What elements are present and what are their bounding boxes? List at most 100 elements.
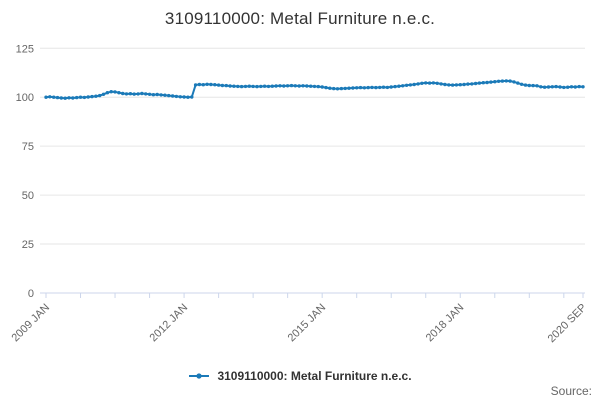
series-point[interactable] (274, 84, 278, 88)
series-point[interactable] (232, 84, 236, 88)
series-point[interactable] (546, 85, 551, 89)
series-point[interactable] (496, 79, 501, 84)
series-point[interactable] (324, 85, 328, 90)
series-point[interactable] (52, 95, 56, 99)
series-point[interactable] (121, 91, 125, 96)
series-point[interactable] (113, 90, 117, 94)
series-point[interactable] (347, 86, 351, 90)
series-point[interactable] (193, 83, 198, 87)
series-point[interactable] (519, 82, 524, 87)
series-point[interactable] (144, 92, 148, 96)
series-point[interactable] (542, 85, 547, 89)
series-point[interactable] (216, 83, 221, 87)
series-point[interactable] (527, 83, 531, 88)
series-point[interactable] (316, 84, 320, 89)
series-point[interactable] (512, 80, 516, 84)
series-point[interactable] (558, 85, 562, 89)
series-point[interactable] (159, 93, 163, 97)
series-point[interactable] (401, 84, 405, 88)
series-point[interactable] (297, 84, 301, 88)
series-point[interactable] (251, 84, 255, 89)
series-point[interactable] (320, 85, 324, 89)
series-point[interactable] (458, 83, 462, 87)
series-point[interactable] (155, 92, 159, 97)
series-point[interactable] (397, 84, 401, 88)
series-point[interactable] (262, 84, 267, 88)
series-point[interactable] (470, 82, 474, 86)
series-point[interactable] (63, 96, 67, 100)
series-point[interactable] (431, 81, 436, 85)
series-point[interactable] (412, 82, 416, 87)
series-point[interactable] (174, 94, 179, 99)
series-point[interactable] (48, 95, 52, 99)
series-point[interactable] (358, 85, 363, 90)
series-point[interactable] (236, 84, 240, 89)
series-point[interactable] (554, 84, 558, 89)
series-point[interactable] (454, 83, 459, 87)
series-point[interactable] (481, 81, 485, 85)
series-point[interactable] (447, 83, 451, 87)
series-point[interactable] (293, 84, 297, 88)
series-point[interactable] (55, 95, 60, 100)
series-point[interactable] (98, 93, 102, 98)
series-point[interactable] (147, 92, 152, 97)
series-point[interactable] (393, 84, 397, 89)
series-point[interactable] (220, 83, 225, 88)
series-point[interactable] (535, 84, 539, 88)
series-point[interactable] (266, 84, 271, 89)
series-point[interactable] (489, 80, 493, 84)
series-point[interactable] (136, 92, 140, 96)
series-point[interactable] (117, 91, 121, 95)
series-point[interactable] (278, 84, 282, 88)
series-point[interactable] (573, 85, 577, 89)
series-point[interactable] (178, 95, 182, 99)
series-point[interactable] (355, 86, 359, 90)
series-point[interactable] (500, 79, 505, 83)
series-point[interactable] (569, 85, 574, 89)
series-point[interactable] (328, 86, 332, 90)
series-point[interactable] (309, 84, 313, 88)
series-point[interactable] (443, 82, 447, 87)
series-point[interactable] (101, 92, 106, 97)
series-point[interactable] (362, 86, 367, 90)
series-point[interactable] (289, 83, 294, 88)
series-point[interactable] (44, 95, 48, 99)
series-point[interactable] (305, 84, 309, 88)
series-point[interactable] (224, 83, 228, 88)
series-point[interactable] (566, 85, 570, 89)
series-point[interactable] (577, 84, 581, 89)
series-point[interactable] (408, 83, 413, 87)
series-point[interactable] (105, 91, 110, 95)
series-point[interactable] (343, 86, 347, 91)
series-point[interactable] (370, 85, 374, 90)
series-point[interactable] (351, 86, 355, 90)
series-point[interactable] (516, 81, 520, 85)
series-point[interactable] (477, 81, 482, 85)
series-point[interactable] (508, 79, 512, 83)
series-point[interactable] (259, 84, 263, 89)
series-point[interactable] (374, 85, 378, 90)
series-point[interactable] (94, 94, 98, 98)
series-point[interactable] (186, 95, 190, 99)
series-point[interactable] (75, 95, 79, 100)
series-point[interactable] (485, 80, 489, 85)
series-point[interactable] (239, 84, 244, 89)
series-point[interactable] (128, 92, 133, 96)
series-point[interactable] (67, 96, 71, 100)
series-point[interactable] (332, 86, 336, 91)
series-point[interactable] (531, 83, 535, 88)
series-point[interactable] (163, 93, 167, 97)
series-point[interactable] (71, 96, 75, 100)
series-point[interactable] (140, 91, 144, 96)
series-point[interactable] (109, 90, 113, 94)
series-point[interactable] (205, 82, 209, 87)
series-point[interactable] (523, 83, 528, 87)
series-point[interactable] (335, 87, 340, 91)
series-point[interactable] (151, 93, 156, 97)
series-point[interactable] (182, 95, 186, 99)
series-point[interactable] (78, 95, 83, 99)
series-point[interactable] (427, 81, 432, 85)
series-point[interactable] (504, 79, 508, 83)
series-point[interactable] (366, 85, 370, 90)
series-point[interactable] (562, 85, 566, 90)
